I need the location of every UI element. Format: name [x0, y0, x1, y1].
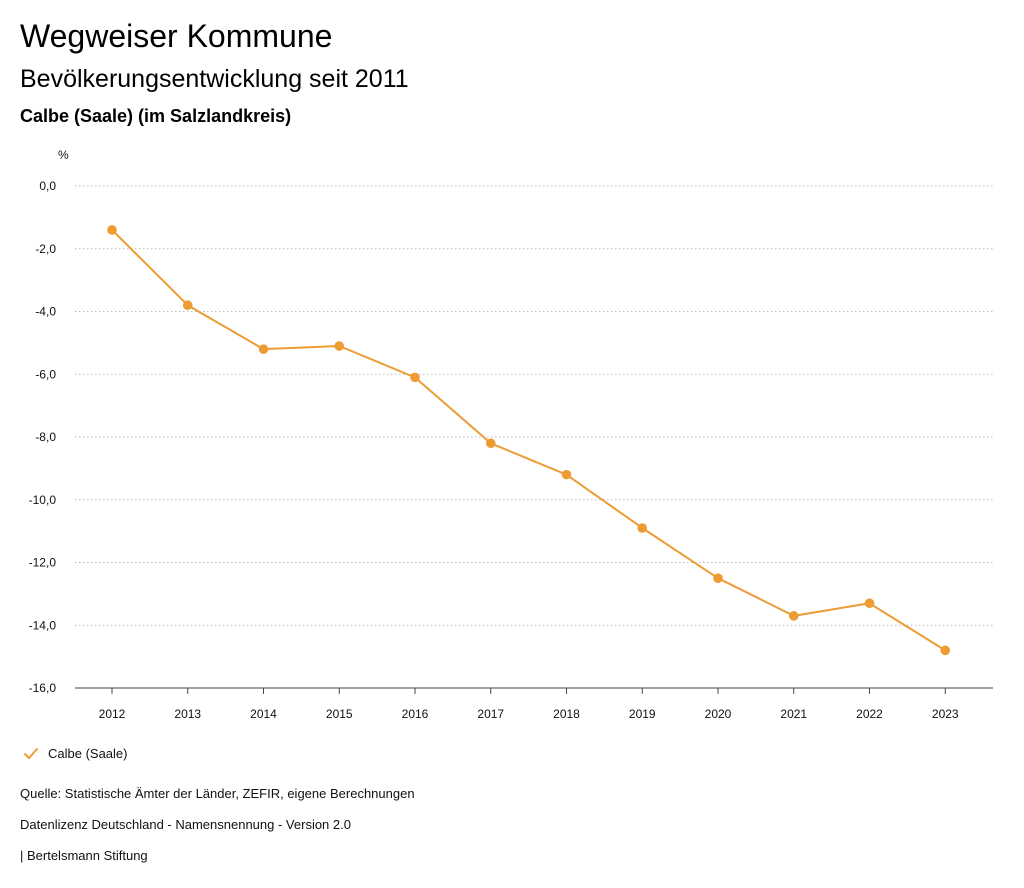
chart-region: Calbe (Saale) (im Salzlandkreis) [20, 106, 292, 126]
y-tick-label-7: -14,0 [29, 618, 57, 632]
legend-label: Calbe (Saale) [48, 746, 128, 761]
check-icon [24, 748, 38, 759]
data-point-2012 [107, 225, 117, 235]
x-tick-label-0: 2012 [99, 707, 126, 721]
data-point-2013 [182, 300, 193, 311]
chart-legend[interactable]: Calbe (Saale) [22, 744, 128, 764]
x-tick-label-6: 2018 [553, 707, 580, 721]
x-tick-label-8: 2020 [705, 707, 732, 721]
y-tick-label-0: 0,0 [39, 179, 56, 193]
x-tick-label-7: 2019 [629, 707, 656, 721]
x-tick-label-5: 2017 [477, 707, 504, 721]
x-tick-label-1: 2013 [174, 707, 201, 721]
data-point-2019 [637, 523, 648, 533]
data-point-2015 [334, 341, 345, 351]
data-point-2020 [713, 573, 723, 583]
publisher-note: | Bertelsmann Stiftung [20, 848, 148, 863]
data-point-2016 [410, 372, 420, 383]
data-point-2022 [864, 598, 875, 609]
x-tick-label-2: 2014 [250, 707, 277, 721]
y-tick-label-3: -6,0 [35, 367, 56, 381]
source-note: Quelle: Statistische Ämter der Länder, Z… [20, 786, 415, 801]
x-tick-label-3: 2015 [326, 707, 353, 721]
y-tick-label-4: -8,0 [35, 430, 56, 444]
page-title: Wegweiser Kommune [20, 18, 333, 54]
series-line-calbe-saale [111, 228, 947, 652]
x-tick-label-4: 2016 [402, 707, 429, 721]
data-point-2018 [561, 469, 572, 480]
data-point-2014 [258, 344, 269, 354]
data-point-2017 [485, 438, 496, 449]
y-tick-label-6: -12,0 [29, 556, 57, 570]
y-tick-label-5: -10,0 [29, 493, 57, 507]
x-tick-label-9: 2021 [780, 707, 807, 721]
y-tick-label-8: -16,0 [29, 681, 57, 695]
chart-subtitle: Bevölkerungsentwicklung seit 2011 [20, 65, 409, 93]
y-axis-label: % [58, 148, 69, 162]
data-point-2021 [788, 611, 799, 621]
x-tick-label-11: 2023 [932, 707, 959, 721]
y-tick-label-1: -2,0 [35, 242, 56, 256]
license-note: Datenlizenz Deutschland - Namensnennung … [20, 817, 351, 832]
x-tick-label-10: 2022 [856, 707, 883, 721]
y-tick-label-2: -4,0 [35, 305, 56, 319]
data-point-2023 [940, 645, 951, 656]
